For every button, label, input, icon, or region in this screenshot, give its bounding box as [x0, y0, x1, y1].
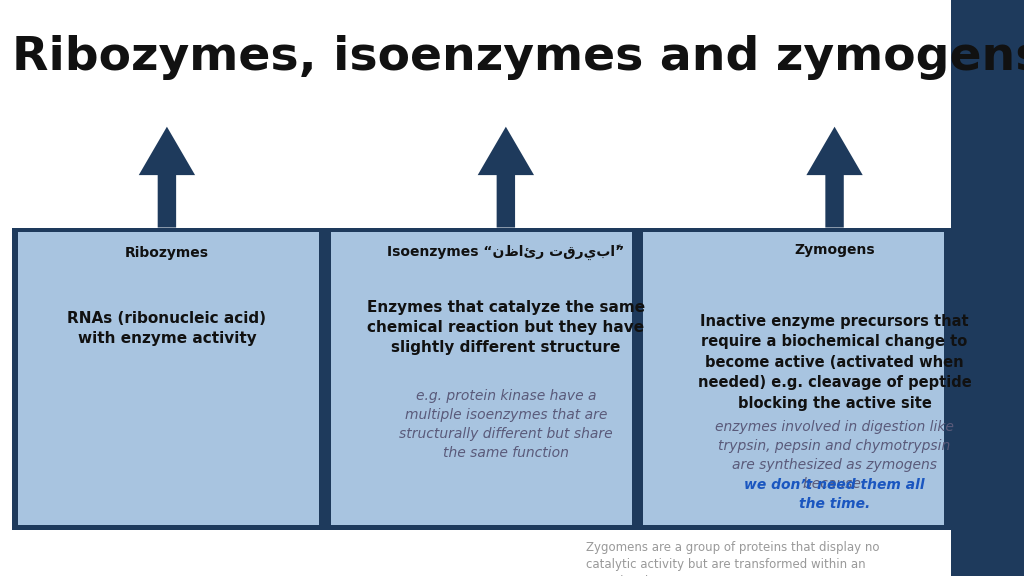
Text: e.g. protein kinase have a
multiple isoenzymes that are
structurally different b: e.g. protein kinase have a multiple isoe… — [399, 389, 612, 460]
Text: we don’t need them all
the time.: we don’t need them all the time. — [744, 479, 925, 511]
Polygon shape — [807, 127, 862, 228]
Bar — [331, 232, 632, 525]
Text: RNAs (ribonucleic acid)
with enzyme activity: RNAs (ribonucleic acid) with enzyme acti… — [68, 311, 266, 346]
Text: Inactive enzyme precursors that
require a biochemical change to
become active (a: Inactive enzyme precursors that require … — [697, 314, 972, 411]
Text: Zymogens: Zymogens — [795, 243, 874, 257]
Bar — [951, 0, 1024, 576]
Text: Ribozymes, isoenzymes and zymogens: Ribozymes, isoenzymes and zymogens — [12, 35, 1024, 79]
Text: Ribozymes: Ribozymes — [125, 246, 209, 260]
Text: Enzymes that catalyze the same
chemical reaction but they have
slightly differen: Enzymes that catalyze the same chemical … — [367, 300, 645, 355]
Bar — [18, 232, 319, 525]
Text: enzymes involved in digestion like
trypsin, pepsin and chymotrypsin
are synthesi: enzymes involved in digestion like tryps… — [715, 420, 954, 491]
Polygon shape — [477, 127, 535, 228]
Text: Isoenzymes “نظائر تقريباً”: Isoenzymes “نظائر تقريباً” — [387, 245, 625, 260]
Bar — [643, 232, 944, 525]
Text: Zygomens are a group of proteins that display no
catalytic activity but are tran: Zygomens are a group of proteins that di… — [586, 541, 880, 576]
Bar — [12, 228, 951, 530]
Polygon shape — [139, 127, 195, 228]
